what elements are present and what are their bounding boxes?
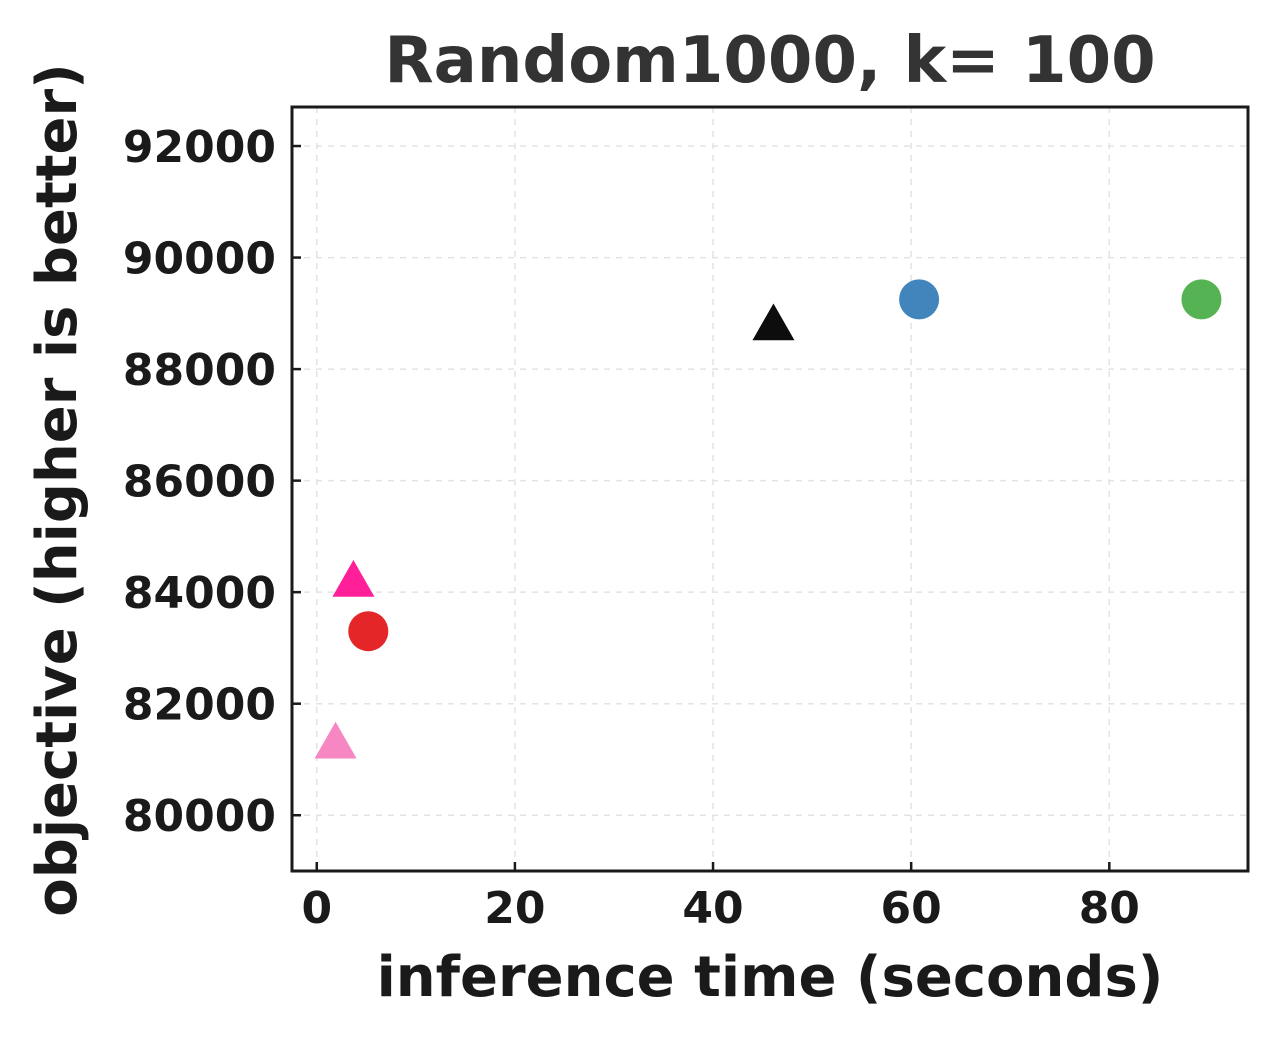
- x-tick-label: 60: [881, 883, 942, 934]
- x-axis-label: inference time (seconds): [377, 945, 1164, 1010]
- y-tick-label: 82000: [123, 680, 276, 731]
- data-points: [314, 279, 1222, 759]
- y-tick-label: 86000: [123, 457, 276, 508]
- x-tick-label: 0: [301, 883, 332, 934]
- y-tick-label: 92000: [123, 122, 276, 173]
- data-point-triangle: [314, 721, 357, 759]
- data-point-triangle: [332, 560, 375, 597]
- y-tick-label: 84000: [123, 568, 276, 619]
- chart-title: Random1000, k= 100: [384, 24, 1155, 98]
- data-point-triangle: [752, 303, 795, 341]
- x-tick-labels: 0 20 40 60 80: [301, 883, 1139, 934]
- grid-lines: [292, 107, 1248, 871]
- data-point-circle: [1181, 279, 1222, 320]
- y-tick-label: 88000: [123, 345, 276, 396]
- x-tick-label: 20: [484, 883, 545, 934]
- y-tick-label: 90000: [123, 234, 276, 285]
- axis-ticks: [292, 144, 1111, 871]
- y-axis-label: objective (higher is better): [25, 63, 90, 916]
- data-point-circle: [899, 279, 940, 320]
- x-tick-label: 40: [682, 883, 743, 934]
- x-tick-label: 80: [1079, 883, 1140, 934]
- plot-frame: [290, 105, 1250, 873]
- y-tick-label: 80000: [123, 791, 276, 842]
- data-point-circle: [348, 611, 389, 652]
- y-tick-labels: 80000 82000 84000 86000 88000 90000 92000: [123, 122, 276, 842]
